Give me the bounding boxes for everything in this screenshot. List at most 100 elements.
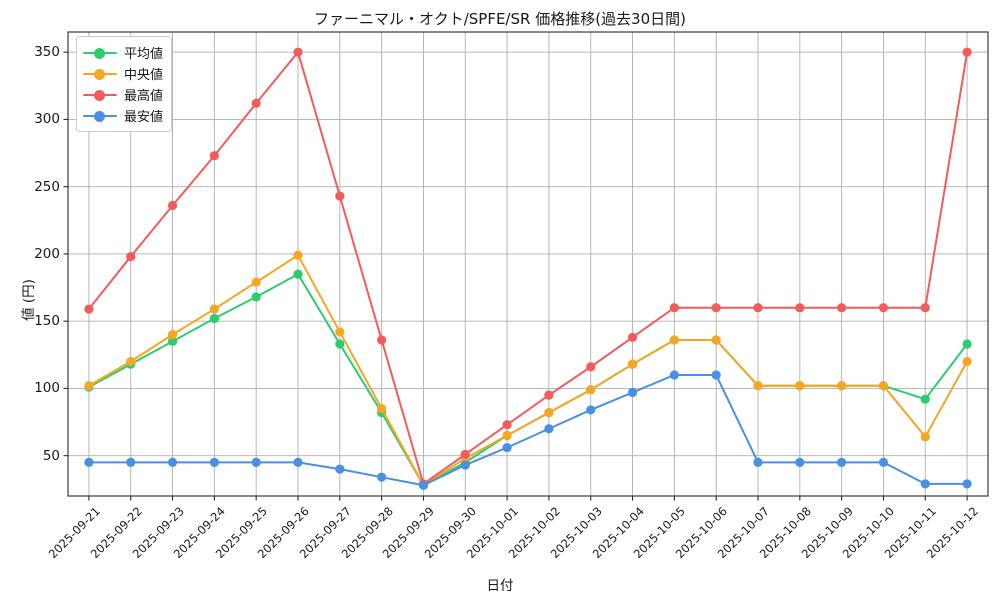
legend-label: 平均値 — [124, 47, 164, 62]
data-point — [293, 250, 303, 260]
plot-frame — [67, 31, 989, 497]
data-point — [920, 479, 930, 489]
data-point — [837, 303, 847, 313]
data-point — [209, 313, 219, 324]
data-point — [293, 47, 303, 57]
data-point — [84, 457, 94, 467]
axis-ticks — [63, 51, 968, 501]
chart-title: ファーニマル・オクト/SPFE/SR 価格推移(過去30日間) — [314, 10, 686, 28]
chart-legend: 平均値 中央値最高値最安値 — [76, 36, 173, 132]
data-point — [669, 303, 679, 313]
data-point — [251, 98, 261, 108]
data-point — [544, 424, 554, 434]
data-point — [126, 252, 136, 262]
data-point — [502, 420, 512, 430]
data-point — [962, 479, 972, 489]
legend-item-3[interactable]: 最安値 — [83, 105, 163, 126]
data-point — [962, 356, 972, 367]
series-line — [87, 51, 969, 485]
data-point — [335, 339, 345, 349]
data-point — [962, 339, 972, 349]
data-point — [586, 385, 596, 395]
data-series-group — [84, 47, 972, 490]
y-tick-label: 300 — [34, 111, 60, 128]
data-point — [669, 370, 679, 380]
y-tick-label: 150 — [34, 313, 60, 330]
data-point — [586, 362, 596, 372]
x-gridlines — [88, 32, 968, 496]
data-point — [753, 457, 763, 467]
data-point — [962, 47, 972, 57]
legend-label: 最安値 — [124, 110, 164, 125]
data-point — [837, 457, 847, 467]
series-line — [87, 254, 969, 487]
data-point — [126, 356, 136, 367]
y-tick-label: 350 — [34, 44, 60, 61]
data-point — [84, 304, 94, 314]
data-point — [126, 457, 136, 467]
data-point — [837, 381, 847, 391]
gridlines — [68, 51, 988, 457]
data-point — [627, 387, 638, 398]
data-point — [711, 370, 721, 380]
y-tick-label: 100 — [34, 380, 60, 397]
data-point — [502, 442, 512, 453]
data-point — [460, 449, 470, 459]
data-point — [795, 303, 805, 313]
legend-item-1[interactable]: 中央値 — [83, 63, 163, 84]
data-point — [502, 430, 512, 441]
data-point — [167, 457, 178, 467]
data-point — [627, 359, 638, 369]
data-point — [251, 457, 261, 467]
legend-label: 最高値 — [124, 89, 164, 104]
y-tick-label: 50 — [42, 447, 60, 464]
data-point — [795, 381, 805, 391]
data-point — [878, 303, 889, 313]
data-point — [167, 200, 178, 211]
data-point — [251, 292, 261, 302]
data-point — [293, 457, 303, 467]
x-axis-label: 日付 — [486, 578, 514, 594]
data-point — [544, 408, 554, 418]
data-point — [293, 269, 303, 279]
data-point — [878, 457, 889, 467]
legend-swatch-icon — [83, 88, 117, 102]
data-point — [627, 332, 638, 342]
data-point — [377, 335, 387, 345]
data-point — [753, 303, 763, 313]
data-point — [669, 335, 679, 345]
data-point — [795, 457, 805, 467]
legend-swatch-icon — [83, 109, 117, 123]
data-point — [335, 327, 345, 337]
legend-item-2[interactable]: 最高値 — [83, 84, 163, 105]
data-point — [377, 472, 387, 482]
data-point — [209, 151, 219, 161]
data-point — [209, 457, 219, 467]
data-point — [209, 304, 219, 314]
data-point — [335, 464, 345, 474]
data-point — [920, 432, 930, 442]
data-point — [711, 335, 721, 345]
data-point — [460, 460, 470, 470]
data-point — [878, 381, 889, 391]
data-point — [377, 403, 387, 414]
data-series — [84, 370, 972, 490]
data-point — [920, 394, 930, 404]
data-series — [84, 269, 972, 490]
data-point — [544, 390, 554, 400]
legend-item-0[interactable]: 平均値 — [83, 42, 163, 63]
data-point — [753, 381, 763, 391]
data-series — [84, 47, 972, 489]
data-point — [711, 303, 721, 313]
data-point — [920, 303, 930, 313]
series-line — [87, 373, 969, 487]
data-point — [335, 191, 345, 201]
data-point — [586, 405, 596, 415]
legend-swatch-icon — [83, 67, 117, 81]
data-point — [167, 336, 178, 346]
legend-swatch-icon — [83, 46, 117, 60]
y-tick-label: 250 — [34, 178, 60, 195]
data-point — [84, 381, 94, 391]
